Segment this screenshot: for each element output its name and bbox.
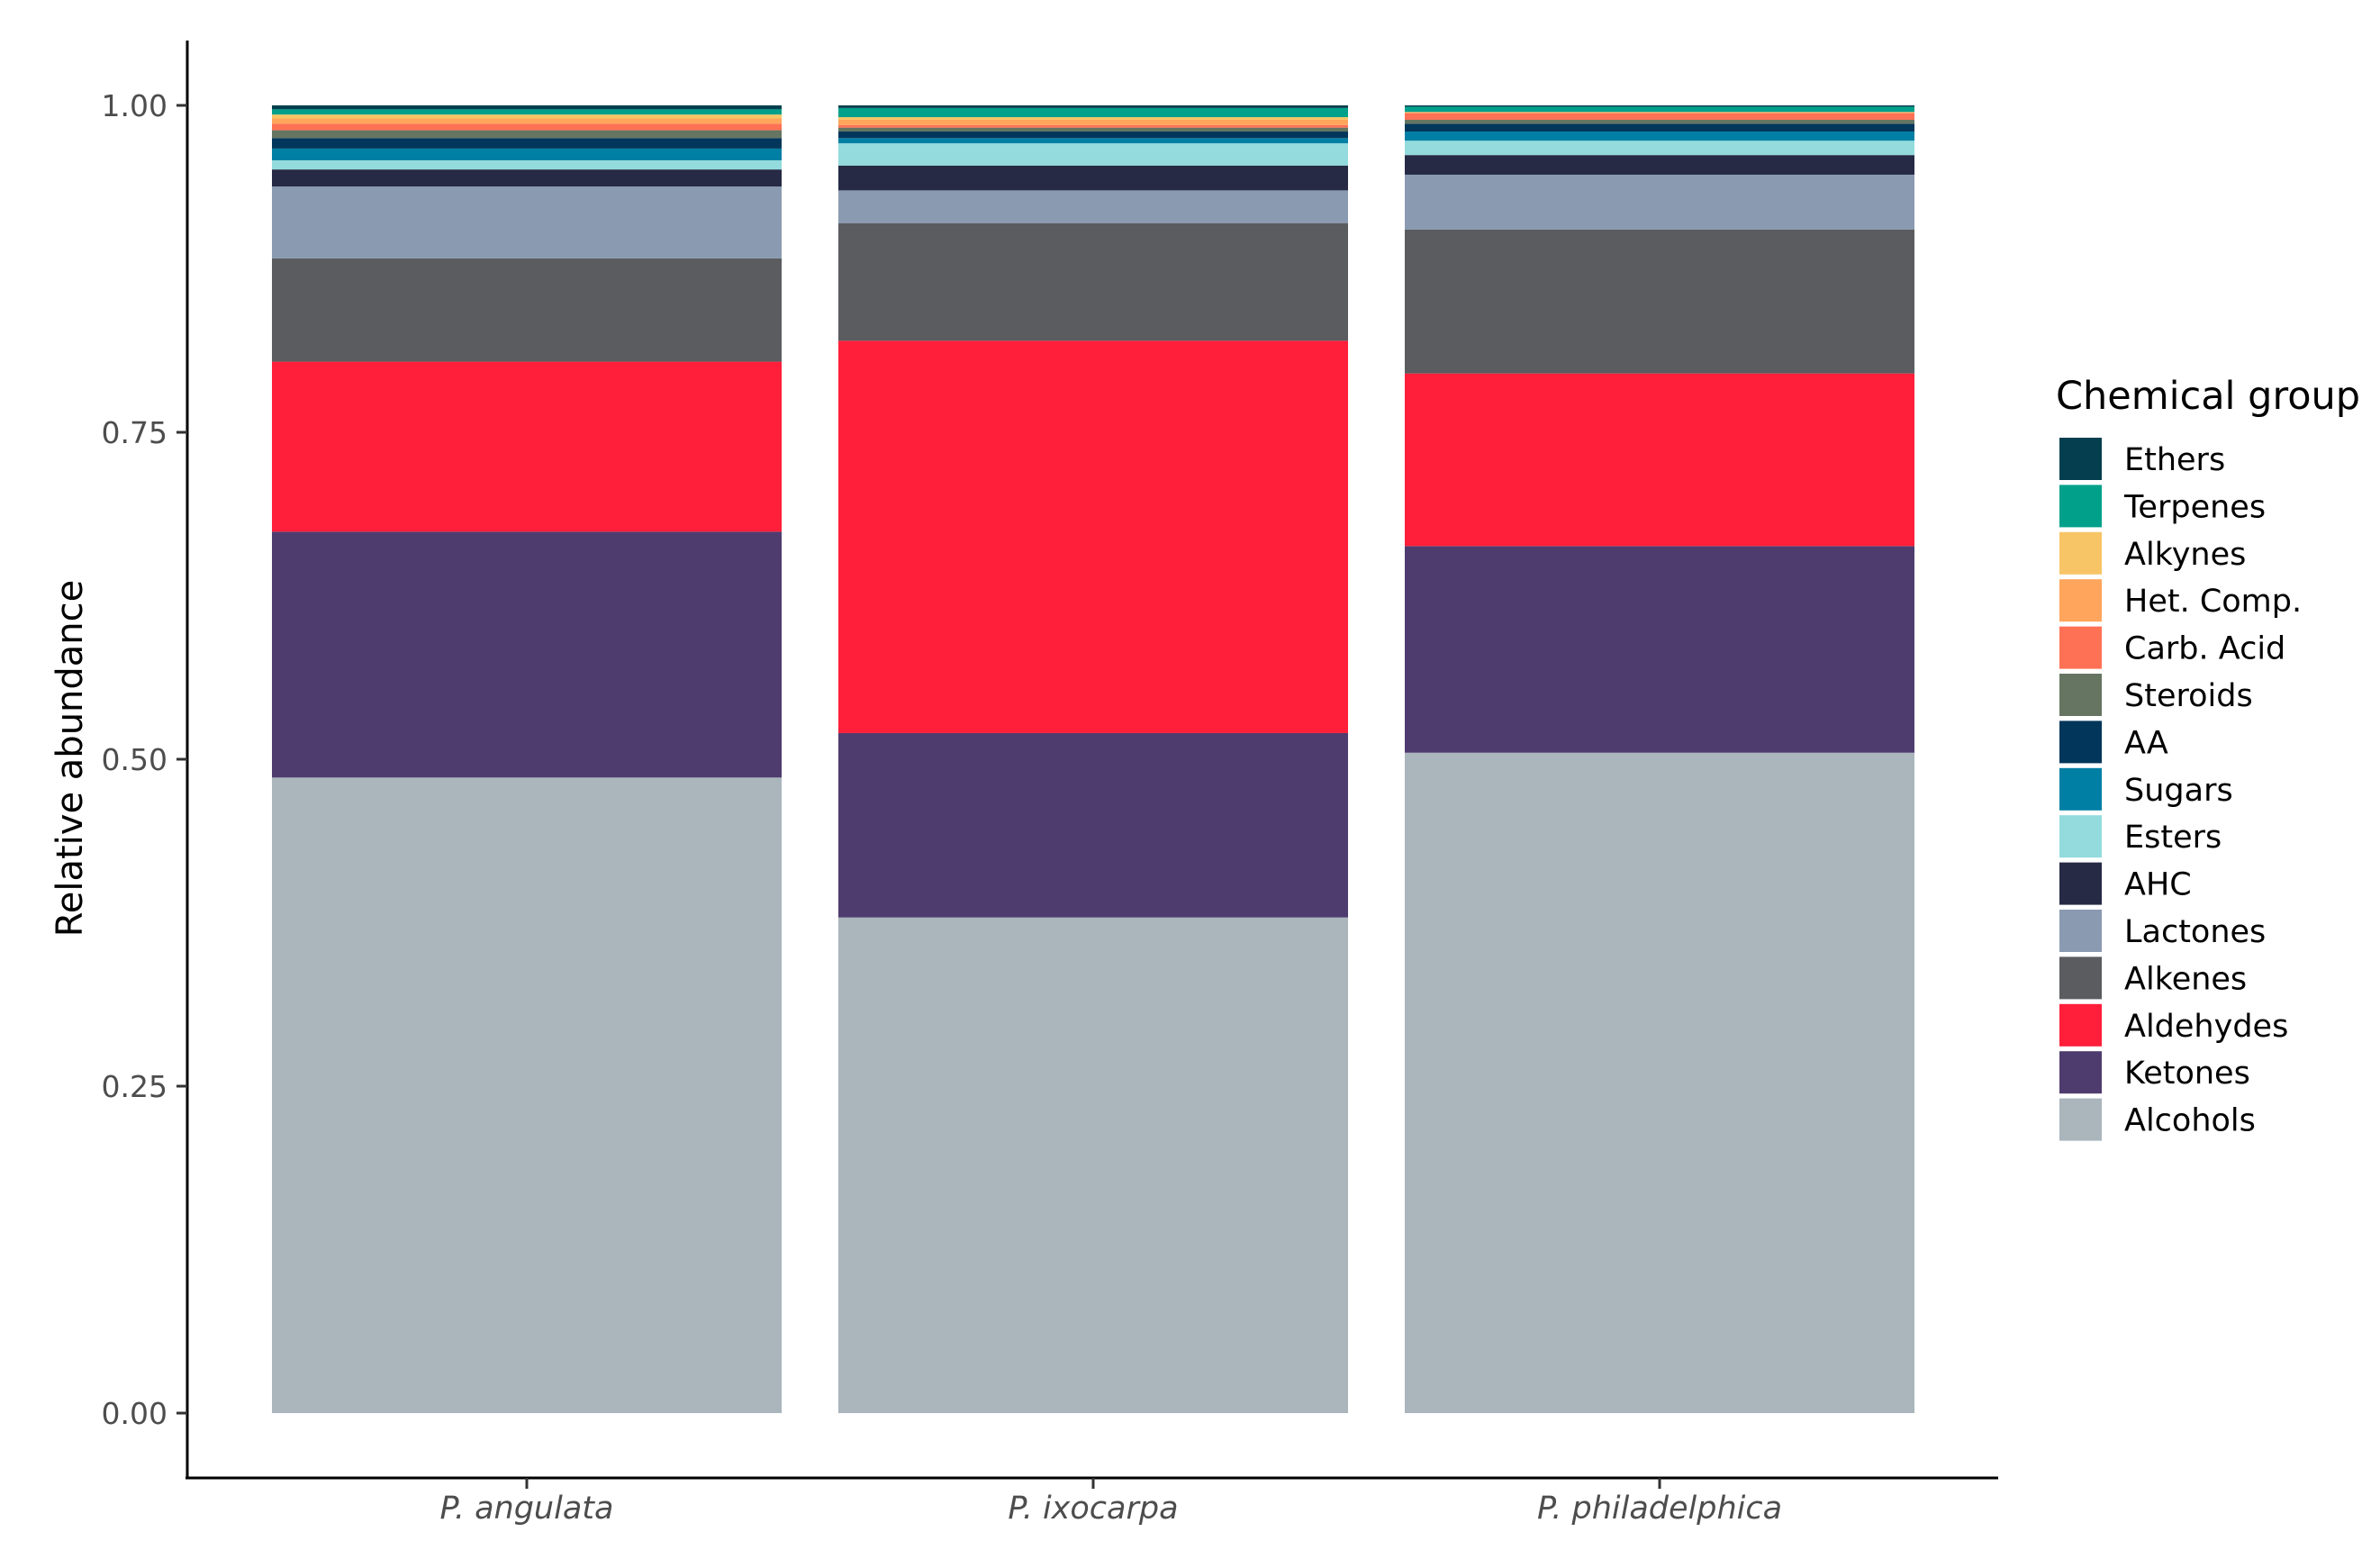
- bar-segment-alkynes-2: [838, 117, 1348, 120]
- bar-segment-steroids-1: [272, 130, 782, 139]
- y-tick-label: 0.75: [102, 415, 167, 450]
- y-tick-label: 0.25: [102, 1069, 167, 1104]
- legend-swatch-ahc: [2059, 862, 2102, 905]
- bar-segment-aldehydes-1: [272, 361, 782, 532]
- bar-segment-terpenes-3: [1405, 106, 1914, 113]
- y-tick-label: 0.00: [102, 1396, 167, 1431]
- bar-segment-steroids-2: [838, 127, 1348, 132]
- bar-segment-alcohols-1: [272, 777, 782, 1413]
- bar-segment-alkenes-1: [272, 258, 782, 362]
- bar-segment-alcohols-2: [838, 917, 1348, 1413]
- bar-segment-het-comp-2: [838, 119, 1348, 125]
- legend-swatch-esters: [2059, 815, 2102, 858]
- bar-segment-alcohols-3: [1405, 752, 1914, 1413]
- y-tick-label: 0.50: [102, 742, 167, 777]
- bar-segment-ahc-3: [1405, 155, 1914, 175]
- bar-segment-alkynes-1: [272, 114, 782, 119]
- x-tick-label: P. ixocarpa: [1008, 1491, 1178, 1527]
- legend-label-carb-acid: Carb. Acid: [2124, 631, 2285, 667]
- bar-segment-terpenes-1: [272, 109, 782, 115]
- legend-swatch-alkenes: [2059, 956, 2102, 1000]
- legend-label-ethers: Ethers: [2124, 442, 2225, 478]
- bars-layer: [272, 105, 1914, 1413]
- bar-segment-ethers-1: [272, 105, 782, 110]
- bar-segment-sugars-1: [272, 148, 782, 160]
- bar-segment-aa-1: [272, 138, 782, 149]
- bar-segment-ethers-2: [838, 105, 1348, 108]
- legend-swatch-alkynes: [2059, 531, 2102, 575]
- bar-segment-ketones-3: [1405, 546, 1914, 753]
- labels-layer: Relative abundance 0.00 0.25 0.50 0.75 1.00 P…: [50, 88, 1782, 1527]
- axes-layer: [176, 41, 1998, 1489]
- bar-segment-aldehydes-2: [838, 340, 1348, 733]
- bar-segment-alkenes-2: [838, 222, 1348, 341]
- legend-swatch-terpenes: [2059, 485, 2102, 528]
- bar-segment-ethers-3: [1405, 105, 1914, 107]
- legend-label-alkynes: Alkynes: [2124, 537, 2246, 573]
- legend-swatch-sugars: [2059, 767, 2102, 811]
- bar-segment-steroids-3: [1405, 119, 1914, 124]
- legend-swatch-alcohols: [2059, 1098, 2102, 1141]
- legend-swatch-steroids: [2059, 674, 2102, 716]
- legend-label-aldehydes: Aldehydes: [2124, 1009, 2288, 1045]
- bar-segment-lactones-2: [838, 190, 1348, 223]
- legend-label-het-comp: Het. Comp.: [2124, 584, 2302, 620]
- legend-label-aa: AA: [2124, 725, 2168, 761]
- legend-title: Chemical group: [2056, 374, 2360, 419]
- legend-label-alcohols: Alcohols: [2124, 1103, 2256, 1139]
- legend-swatch-ethers: [2059, 438, 2102, 480]
- legend-swatch-aa: [2059, 721, 2102, 764]
- legend-swatch-aldehydes: [2059, 1003, 2102, 1047]
- bar-segment-esters-3: [1405, 140, 1914, 156]
- bar-segment-ahc-1: [272, 169, 782, 187]
- legend: Chemical group Ethers Terpenes Alkynes Het.…: [2056, 374, 2360, 1141]
- bar-segment-esters-2: [838, 143, 1348, 166]
- legend-swatch-het-comp: [2059, 579, 2102, 622]
- x-tick-label: P. angulata: [440, 1491, 614, 1527]
- legend-swatch-ketones: [2059, 1051, 2102, 1094]
- bar-segment-carb-acid-2: [838, 124, 1348, 128]
- bar-segment-lactones-1: [272, 186, 782, 258]
- y-axis-title: Relative abundance: [50, 580, 91, 937]
- y-tick-label: 1.00: [102, 88, 167, 123]
- bar-segment-lactones-3: [1405, 174, 1914, 230]
- bar-segment-carb-acid-1: [272, 123, 782, 131]
- legend-label-esters: Esters: [2124, 820, 2222, 856]
- bar-segment-carb-acid-3: [1405, 113, 1914, 120]
- bar-segment-terpenes-2: [838, 107, 1348, 118]
- legend-label-steroids: Steroids: [2124, 678, 2253, 714]
- bar-segment-alkenes-3: [1405, 229, 1914, 374]
- bar-segment-esters-1: [272, 159, 782, 170]
- bar-segment-sugars-2: [838, 138, 1348, 144]
- legend-label-alkenes: Alkenes: [2124, 961, 2247, 997]
- legend-label-lactones: Lactones: [2124, 914, 2266, 950]
- bar-segment-ahc-2: [838, 165, 1348, 191]
- bar-segment-aldehydes-3: [1405, 373, 1914, 547]
- legend-swatch-carb-acid: [2059, 626, 2102, 669]
- bar-segment-ketones-1: [272, 531, 782, 778]
- bar-segment-ketones-2: [838, 732, 1348, 918]
- bar-segment-aa-3: [1405, 123, 1914, 132]
- legend-label-ketones: Ketones: [2124, 1056, 2250, 1092]
- bar-segment-sugars-3: [1405, 131, 1914, 141]
- bar-segment-het-comp-3: [1405, 112, 1914, 113]
- legend-label-terpenes: Terpenes: [2123, 489, 2266, 525]
- bar-segment-aa-2: [838, 131, 1348, 139]
- legend-label-sugars: Sugars: [2124, 773, 2233, 809]
- legend-swatch-lactones: [2059, 910, 2102, 952]
- bar-segment-het-comp-1: [272, 118, 782, 124]
- legend-label-ahc: AHC: [2124, 867, 2192, 903]
- x-tick-label: P. philadelphica: [1537, 1491, 1782, 1527]
